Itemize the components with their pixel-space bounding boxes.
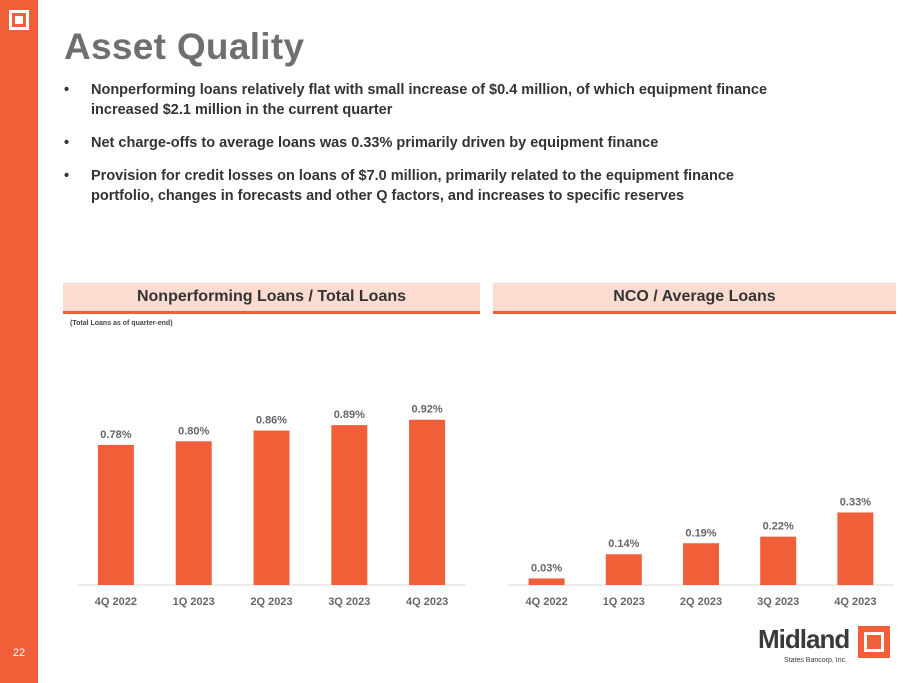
npl-tick-label: 3Q 2023 [328,596,370,608]
nco-tick-label: 4Q 2023 [834,596,876,608]
page-number: 22 [12,647,26,659]
bullet-marker: • [64,168,70,184]
logo-wordmark: Midland [758,624,850,654]
midland-logo: Midland States Bancorp, Inc. [758,624,893,670]
nco-bar [605,554,642,585]
npl-bar [97,444,134,585]
side-accent-bar: 22 [0,0,38,683]
nco-bar [683,543,719,585]
nco-data-label: 0.33% [840,496,871,508]
npl-bar [409,419,446,585]
bullet-text: Net charge-offs to average loans was 0.3… [91,135,659,151]
nco-tick-label: 2Q 2023 [680,596,722,608]
npl-data-label: 0.89% [334,409,365,421]
nco-tick-label: 1Q 2023 [603,596,645,608]
nco-data-label: 0.19% [685,527,716,539]
nco-tick-label: 4Q 2022 [525,596,567,608]
npl-data-label: 0.80% [178,425,209,437]
npl-tick-label: 4Q 2022 [95,596,137,608]
bullet-text: Provision for credit losses on loans of … [91,168,734,204]
npl-chart-subtitle: (Total Loans as of quarter-end) [70,320,173,327]
npl-tick-label: 4Q 2023 [406,596,448,608]
bullet-list: • Nonperforming loans relatively flat wit… [64,80,794,219]
nco-bar-chart: 0.03% 4Q 2022 0.14% 1Q 2023 0.19% 2Q 2023 0.22… [508,496,894,608]
nco-bar [760,536,797,585]
nco-data-label: 0.22% [763,521,794,533]
nco-tick-label: 3Q 2023 [757,596,799,608]
bullet-marker: • [64,135,70,151]
npl-bar [253,430,290,585]
bullet-item: • Net charge-offs to average loans was 0.… [64,133,794,153]
logo-subtitle: States Bancorp, Inc. [784,657,848,664]
logo-square-icon [858,626,890,658]
brand-square-icon [9,10,29,30]
nco-bar [528,578,565,585]
bullet-text: Nonperforming loans relatively flat with… [91,82,768,118]
npl-bar [331,425,368,585]
npl-tick-label: 2Q 2023 [250,596,292,608]
npl-data-label: 0.92% [411,404,442,416]
nco-bar [837,512,874,585]
bullet-item: • Provision for credit losses on loans of… [64,166,794,206]
nco-data-label: 0.14% [608,538,639,550]
npl-bar [175,441,212,585]
nco-chart-title: NCO / Average Loans [493,283,896,314]
bullet-item: • Nonperforming loans relatively flat wit… [64,80,794,120]
npl-tick-label: 1Q 2023 [173,596,215,608]
bullet-marker: • [64,82,70,98]
npl-data-label: 0.86% [256,415,287,427]
page-title: Asset Quality [64,26,305,67]
npl-bar-chart: 0.78% 4Q 2022 0.80% 1Q 2023 0.86% 2Q 2023 0.89… [77,404,466,608]
npl-chart-title: Nonperforming Loans / Total Loans [63,283,480,314]
nco-data-label: 0.03% [531,562,562,574]
npl-data-label: 0.78% [100,429,131,441]
